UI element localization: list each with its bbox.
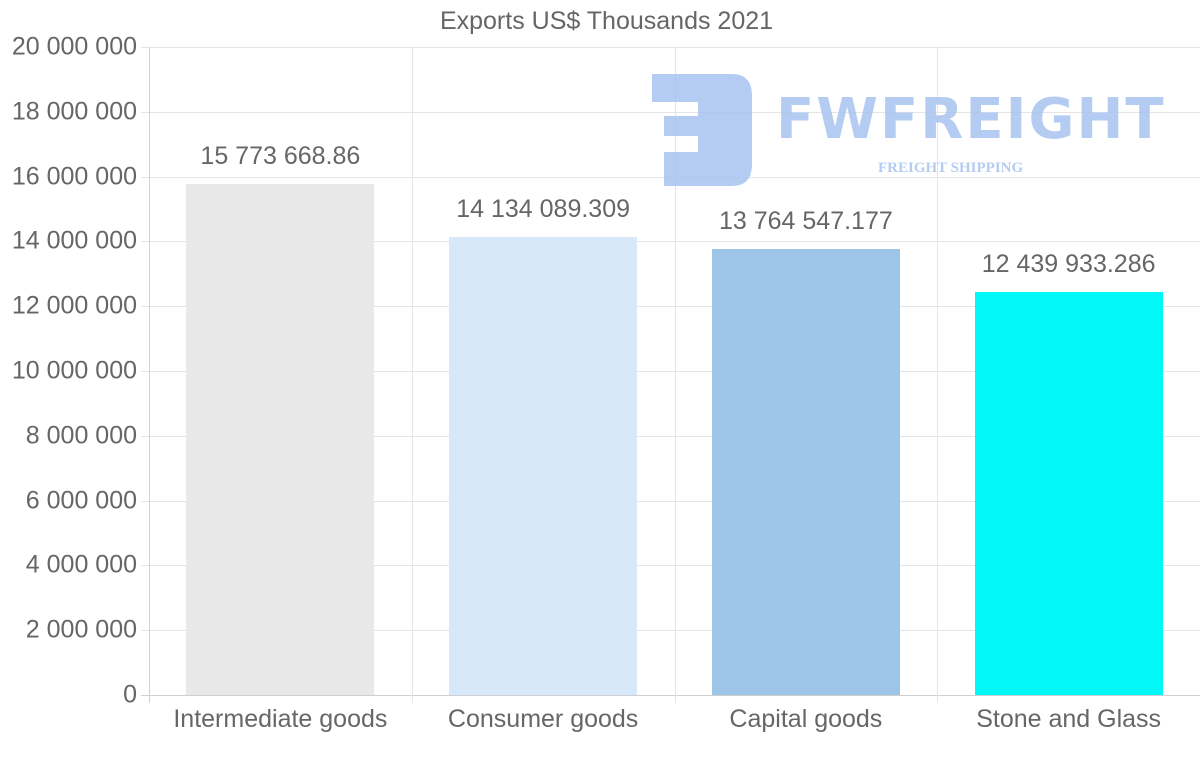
y-tick-label: 16 000 000 xyxy=(11,162,137,191)
gridline-horizontal xyxy=(141,47,1200,48)
gridline-horizontal xyxy=(141,306,1200,308)
x-tick-label: Capital goods xyxy=(729,705,883,733)
bar-intermediate-goods[interactable] xyxy=(186,183,375,695)
chart-title: Exports US$ Thousands 2021 xyxy=(439,7,774,35)
plot-area: 15 773 668.86 14 134 089.309 13 764 547.17… xyxy=(141,47,1200,703)
bar-value-label: 12 439 933.286 xyxy=(981,249,1156,278)
x-tick-label: Consumer goods xyxy=(447,705,639,733)
bar-capital-goods[interactable] xyxy=(711,249,900,695)
y-tick-label: 18 000 000 xyxy=(11,97,137,126)
gridline-horizontal xyxy=(141,435,1200,437)
y-tick-label: 14 000 000 xyxy=(11,226,137,255)
y-tick-label: 8 000 000 xyxy=(25,421,137,450)
x-tick-label: Intermediate goods xyxy=(173,705,388,733)
y-tick-label: 20 000 000 xyxy=(11,32,137,61)
bar-value-label: 15 773 668.86 xyxy=(200,141,361,170)
gridline-vertical xyxy=(674,47,676,703)
bar-value-label: 13 764 547.177 xyxy=(718,207,893,236)
gridline-vertical xyxy=(411,47,413,703)
y-tick-label: 12 000 000 xyxy=(11,291,137,320)
gridline-horizontal xyxy=(141,565,1200,567)
gridline-horizontal xyxy=(141,630,1200,632)
bar-stone-and-glass[interactable] xyxy=(974,291,1163,695)
gridline-vertical xyxy=(937,47,939,703)
y-axis-line xyxy=(149,47,150,703)
y-tick-label: 2 000 000 xyxy=(25,615,137,644)
bar-consumer-goods[interactable] xyxy=(449,237,638,695)
y-tick-label: 10 000 000 xyxy=(11,356,137,385)
y-tick-label: 6 000 000 xyxy=(25,486,137,515)
y-tick-label: 0 xyxy=(123,680,137,709)
gridline-horizontal xyxy=(141,695,1200,696)
gridline-horizontal xyxy=(141,500,1200,502)
y-tick-label: 4 000 000 xyxy=(25,550,137,579)
gridline-horizontal xyxy=(141,371,1200,372)
gridline-horizontal xyxy=(141,111,1200,113)
gridline-horizontal xyxy=(141,176,1200,178)
x-tick-label: Stone and Glass xyxy=(976,705,1162,733)
gridline-horizontal xyxy=(141,241,1200,243)
bar-value-label: 14 134 089.309 xyxy=(456,195,631,224)
